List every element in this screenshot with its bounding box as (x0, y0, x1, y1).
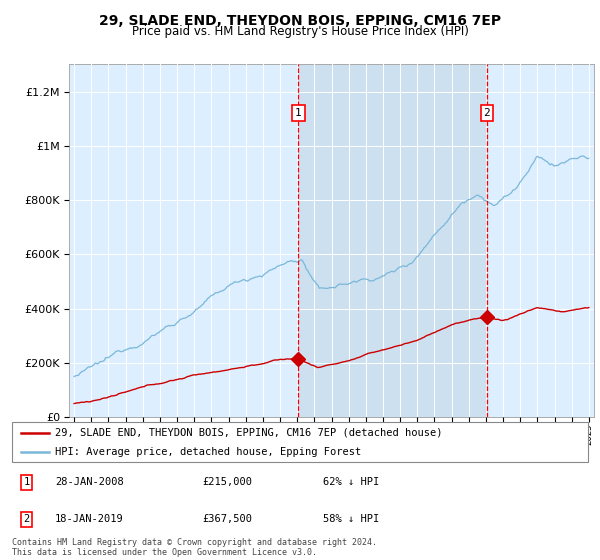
Text: £215,000: £215,000 (202, 477, 252, 487)
Text: 1: 1 (295, 108, 302, 118)
Text: 29, SLADE END, THEYDON BOIS, EPPING, CM16 7EP: 29, SLADE END, THEYDON BOIS, EPPING, CM1… (99, 14, 501, 28)
Text: 1: 1 (23, 477, 29, 487)
Text: 28-JAN-2008: 28-JAN-2008 (55, 477, 124, 487)
FancyBboxPatch shape (12, 422, 588, 462)
Text: 29, SLADE END, THEYDON BOIS, EPPING, CM16 7EP (detached house): 29, SLADE END, THEYDON BOIS, EPPING, CM1… (55, 428, 443, 437)
Text: 2: 2 (23, 515, 29, 524)
Text: HPI: Average price, detached house, Epping Forest: HPI: Average price, detached house, Eppi… (55, 447, 361, 457)
Bar (298, 64, 487, 417)
Text: 2: 2 (484, 108, 490, 118)
Text: Contains HM Land Registry data © Crown copyright and database right 2024.
This d: Contains HM Land Registry data © Crown c… (12, 538, 377, 557)
Text: £367,500: £367,500 (202, 515, 252, 524)
Text: 18-JAN-2019: 18-JAN-2019 (55, 515, 124, 524)
Text: 62% ↓ HPI: 62% ↓ HPI (323, 477, 379, 487)
Text: Price paid vs. HM Land Registry's House Price Index (HPI): Price paid vs. HM Land Registry's House … (131, 25, 469, 38)
Text: 58% ↓ HPI: 58% ↓ HPI (323, 515, 379, 524)
